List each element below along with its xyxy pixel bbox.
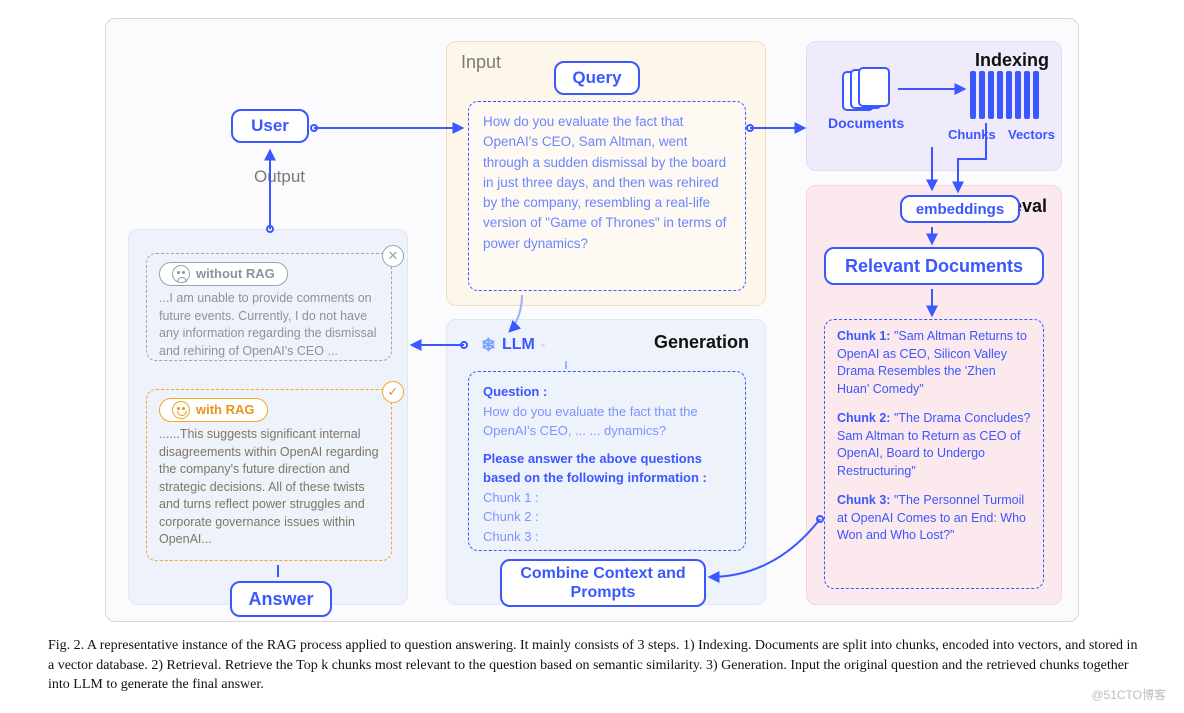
snowflake-icon: ❄ [481, 335, 496, 356]
generation-label: Generation [654, 332, 749, 353]
chunks-label: Chunks [948, 127, 996, 142]
user-node: User [231, 109, 309, 143]
figure-caption: Fig. 2. A representative instance of the… [48, 636, 1138, 695]
combine-node: Combine Context and Prompts [500, 559, 706, 607]
answer-node: Answer [230, 581, 332, 617]
vectors-label: Vectors [1008, 127, 1055, 142]
llm-node: ❄ LLM ◦ [468, 329, 558, 361]
output-label: Output [254, 167, 305, 187]
without-rag-pill: without RAG [159, 262, 288, 286]
with-rag-box: with RAG ......This suggests significant… [146, 389, 392, 561]
sad-face-icon [172, 265, 190, 283]
query-text-box: How do you evaluate the fact that OpenAI… [468, 101, 746, 291]
check-badge-icon: ✓ [382, 381, 404, 403]
chunk-3: Chunk 3: "The Personnel Turmoil at OpenA… [837, 492, 1031, 545]
x-badge-icon: ✕ [382, 245, 404, 267]
documents-label: Documents [828, 115, 904, 131]
relevant-chunks-box: Chunk 1: "Sam Altman Returns to OpenAI a… [824, 319, 1044, 589]
query-node: Query [554, 61, 640, 95]
watermark: @51CTO博客 [1091, 686, 1166, 703]
chunk-1: Chunk 1: "Sam Altman Returns to OpenAI a… [837, 328, 1031, 398]
generation-prompt-box: Question : How do you evaluate the fact … [468, 371, 746, 551]
rag-diagram: Input Indexing Retrieval Generation User… [105, 18, 1079, 622]
chunk-2: Chunk 2: "The Drama Concludes? Sam Altma… [837, 410, 1031, 480]
input-label: Input [461, 52, 501, 73]
embeddings-node: embeddings [900, 195, 1020, 223]
with-rag-pill: with RAG [159, 398, 268, 422]
without-rag-box: without RAG ...I am unable to provide co… [146, 253, 392, 361]
vectors-icon [970, 59, 1040, 119]
happy-face-icon [172, 401, 190, 419]
relevant-documents-node: Relevant Documents [824, 247, 1044, 285]
documents-icon [842, 67, 892, 107]
